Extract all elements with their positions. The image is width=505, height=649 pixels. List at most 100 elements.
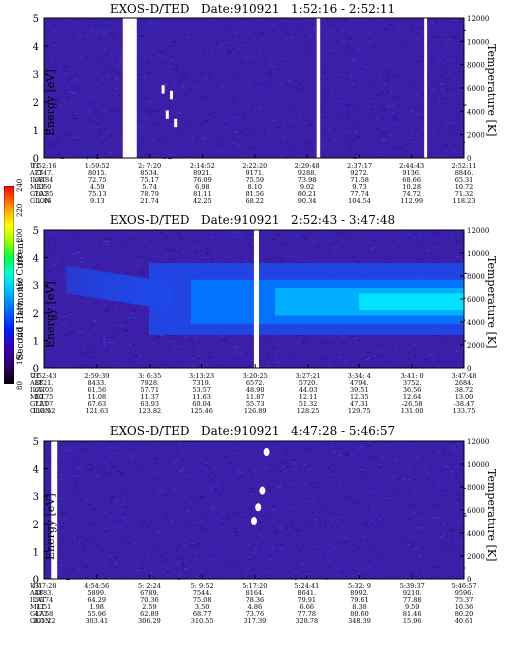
spectrogram-speck xyxy=(115,524,118,526)
spectrogram-speck xyxy=(413,492,418,494)
spectrogram-speck xyxy=(395,542,397,544)
spectrogram-speck xyxy=(93,463,96,465)
spectrogram-speck xyxy=(74,258,77,260)
spectrogram-speck xyxy=(307,43,310,45)
spectrogram-speck xyxy=(233,528,238,530)
spectrogram-speck xyxy=(346,46,349,48)
spectrogram-speck xyxy=(415,477,417,479)
spectrogram-speck xyxy=(165,574,170,576)
spectrogram-speck xyxy=(205,482,208,484)
spectrogram-speck xyxy=(131,309,136,311)
spectrogram-speck xyxy=(78,297,83,299)
spectrogram-speck xyxy=(265,467,268,469)
spectrogram-speck xyxy=(360,469,364,471)
spectrogram-speck xyxy=(222,232,224,234)
spectrogram-speck xyxy=(169,507,173,509)
spectrogram-speck xyxy=(416,527,419,529)
spectrogram-speck xyxy=(104,238,107,240)
spectrogram-speck xyxy=(184,458,187,461)
spectrogram-speck xyxy=(201,256,203,259)
spectrogram-speck xyxy=(199,138,202,140)
spectrogram-speck xyxy=(389,90,394,92)
spectrogram-speck xyxy=(401,348,403,350)
spectrogram-speck xyxy=(239,71,242,73)
spectrogram-speck xyxy=(338,536,342,538)
spectrogram-speck xyxy=(452,145,457,147)
spectrogram-speck xyxy=(377,31,379,33)
y2-tick-label: 6000 xyxy=(467,296,485,304)
spectrogram-speck xyxy=(133,317,137,319)
spectrogram-speck xyxy=(234,348,237,350)
spectrogram-speck xyxy=(280,572,283,574)
spectrogram-speck xyxy=(224,153,226,155)
ephemeris-label: MLT xyxy=(30,393,45,401)
spectrogram-speck xyxy=(436,57,441,59)
spectrogram-speck xyxy=(442,546,446,548)
spectrogram-speck xyxy=(298,543,301,545)
spectrogram-speck xyxy=(398,148,403,150)
spectrogram-speck xyxy=(302,341,305,343)
spectrogram-speck xyxy=(219,119,222,121)
ephemeris-value: 8433. xyxy=(87,379,107,387)
spectrogram-speck xyxy=(61,80,65,82)
ephemeris-value: 3:27:21 xyxy=(295,372,321,380)
spectrogram-speck xyxy=(102,48,105,50)
spectrogram-speck xyxy=(241,513,245,516)
spectrogram-speck xyxy=(292,26,296,28)
spectrogram-speck xyxy=(92,518,94,520)
spectrogram-speck xyxy=(208,114,213,116)
spectrogram-speck xyxy=(48,41,50,43)
spectrogram-speck xyxy=(236,144,240,147)
spectrogram-speck xyxy=(371,34,374,36)
ion-band-precursor xyxy=(73,267,79,295)
spectrogram-speck xyxy=(328,443,331,445)
spectrogram-speck xyxy=(184,519,186,521)
spectrogram-speck xyxy=(87,108,90,110)
spectrogram-speck xyxy=(293,504,295,506)
spectrogram-speck xyxy=(102,54,105,57)
spectrogram-speck xyxy=(228,52,232,54)
spectrogram-speck xyxy=(151,123,156,125)
spectrogram-speck xyxy=(84,539,89,541)
spectrogram-speck xyxy=(233,351,237,353)
spectrogram-speck xyxy=(221,512,225,514)
spectrogram-speck xyxy=(356,547,361,549)
spectrogram-speck xyxy=(191,136,195,138)
spectrogram-speck xyxy=(302,37,307,39)
spectrogram-speck xyxy=(128,316,132,318)
spectrogram-speck xyxy=(239,131,244,133)
spectrogram-speck xyxy=(181,86,184,88)
spectrogram-speck xyxy=(219,143,223,145)
ephemeris-value: 79.91 xyxy=(297,596,317,604)
ephemeris-value: 15.96 xyxy=(402,617,422,625)
spectrogram-speck xyxy=(413,562,417,564)
spectrogram-speck xyxy=(322,90,326,92)
spectrogram-speck xyxy=(61,501,63,504)
spectrogram-speck xyxy=(81,32,85,34)
spectrogram-speck xyxy=(335,240,338,242)
ion-band-precursor xyxy=(93,270,98,298)
spectrogram-speck xyxy=(303,116,305,119)
spectrogram-speck xyxy=(96,263,101,266)
spectrogram-speck xyxy=(151,156,155,158)
ephemeris-value: 3:13:23 xyxy=(189,372,215,380)
spectrogram-speck xyxy=(343,350,347,352)
spectrogram-speck xyxy=(331,102,334,104)
spectrogram-speck xyxy=(329,522,332,524)
spectrogram-speck xyxy=(157,123,161,125)
spectrogram-speck xyxy=(324,491,327,493)
spectrogram-speck xyxy=(260,494,264,496)
spectrogram-speck xyxy=(170,121,174,123)
ephemeris-value: 80.20 xyxy=(454,610,474,618)
spectrogram-speck xyxy=(182,150,186,152)
spectrogram-speck xyxy=(420,55,423,58)
spectrogram-speck xyxy=(253,109,256,111)
spectrogram-speck xyxy=(198,355,201,357)
spectrogram-speck xyxy=(127,243,131,245)
spectrogram-speck xyxy=(228,569,231,571)
spectrogram-speck xyxy=(310,63,313,65)
spectrogram-speck xyxy=(240,62,243,64)
spectrogram-speck xyxy=(417,23,421,25)
spectrogram-speck xyxy=(415,243,420,245)
spectrogram-speck xyxy=(235,231,240,233)
